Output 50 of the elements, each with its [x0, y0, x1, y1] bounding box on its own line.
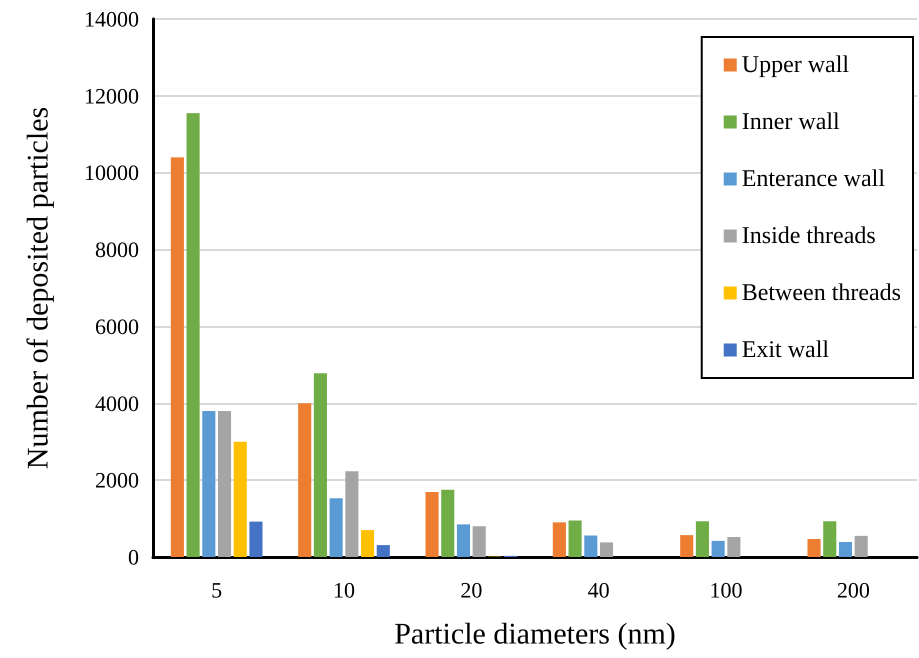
x-tick-label: 200: [836, 578, 870, 602]
legend-label: Upper wall: [742, 52, 850, 78]
bar: [456, 524, 470, 557]
x-tick-label: 100: [710, 578, 742, 602]
bar: [441, 490, 454, 557]
y-tick-label: 6000: [95, 314, 139, 339]
legend-label: Enterance wall: [742, 166, 886, 192]
bar: [249, 522, 263, 557]
bar: [600, 542, 614, 557]
legend-label: Inside threads: [742, 223, 876, 249]
x-tick-label: 40: [588, 578, 610, 602]
bar: [552, 522, 566, 557]
bar: [838, 542, 852, 557]
y-tick-label: 8000: [95, 237, 139, 262]
legend-label: Inner wall: [742, 109, 840, 135]
bar: [186, 113, 200, 557]
bar: [712, 540, 725, 557]
y-tick-label: 4000: [95, 390, 139, 416]
bar: [234, 442, 247, 557]
bar: [568, 520, 582, 557]
x-tick-label: 20: [460, 578, 482, 602]
y-tick-label: 14000: [84, 6, 139, 32]
legend-label: Between threads: [742, 280, 902, 306]
y-tick-label: 10000: [84, 160, 139, 186]
x-tick-label: 5: [211, 578, 222, 602]
bar: [298, 403, 312, 557]
bar: [472, 526, 486, 557]
bar: [584, 535, 598, 557]
bar: [314, 373, 327, 557]
bar: [854, 536, 868, 557]
y-axis-title: Number of deposited particles: [22, 106, 54, 470]
y-tick-label: 12000: [84, 83, 139, 108]
bar: [807, 538, 821, 557]
bar: [202, 410, 216, 557]
bar: [696, 521, 709, 557]
bar: [170, 157, 184, 557]
bar: [727, 537, 740, 557]
bar: [345, 471, 358, 557]
bar: [376, 545, 390, 557]
bar: [425, 492, 439, 557]
y-tick-label: 2000: [95, 468, 139, 493]
bar: [361, 530, 374, 557]
y-tick-label: 0: [128, 544, 139, 570]
legend-label: Exit wall: [742, 337, 830, 363]
bar: [218, 410, 232, 557]
bar: [680, 535, 694, 557]
x-axis-title: Particle diameters (nm): [394, 618, 676, 650]
bar: [823, 521, 836, 557]
x-tick-label: 10: [333, 578, 355, 602]
bar: [330, 498, 343, 557]
